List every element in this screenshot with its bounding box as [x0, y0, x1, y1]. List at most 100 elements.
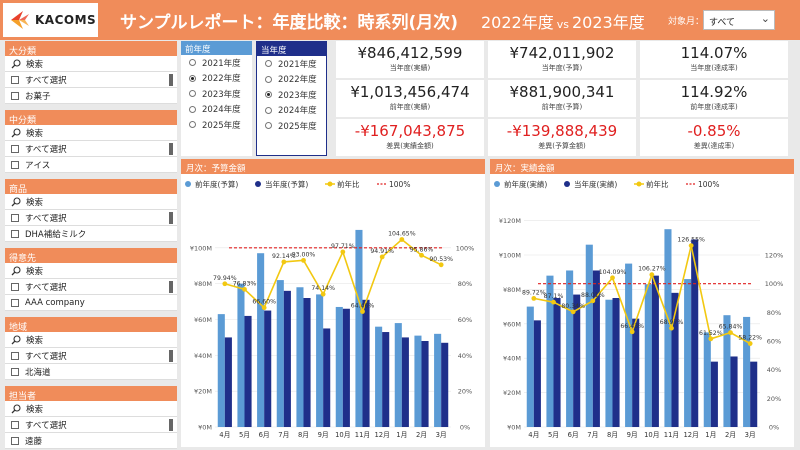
scrollbar[interactable] — [169, 143, 173, 155]
kpi-card: -¥139,888,439 差異(予算金額) — [488, 119, 636, 156]
x-tick-label: 6月 — [259, 431, 270, 439]
y-tick-label: ¥80M — [503, 286, 521, 294]
radio-icon[interactable] — [189, 74, 196, 82]
checkbox-icon[interactable] — [11, 367, 19, 376]
scrollbar[interactable] — [169, 350, 173, 362]
checkbox-icon[interactable] — [11, 213, 19, 222]
radio-icon[interactable] — [189, 90, 196, 98]
ratio-label: 64.46% — [351, 303, 375, 310]
checkbox-icon[interactable] — [11, 229, 19, 238]
ratio-point — [551, 299, 556, 305]
ratio-point — [629, 329, 635, 335]
slicer-item[interactable]: 遠藤 — [5, 433, 177, 449]
checkbox-icon[interactable] — [11, 282, 19, 291]
fy-option[interactable]: 2022年度 — [181, 71, 252, 87]
page-title: サンプルレポート：年度比較：時系列(月次) — [120, 13, 459, 33]
slicer-item[interactable]: 北海道 — [5, 364, 177, 380]
header-bar: KACOMS サンプルレポート：年度比較：時系列(月次) 2022年度 vs 202… — [0, 0, 800, 40]
bar-curr — [710, 361, 718, 427]
ratio-point — [340, 249, 346, 255]
scrollbar[interactable] — [169, 281, 173, 293]
kpi-label: 差異(達成率) — [693, 142, 735, 150]
ratio-label: 58.22% — [738, 335, 762, 342]
slicer-search[interactable]: 検索 — [5, 332, 177, 348]
slicer-search[interactable]: 検索 — [5, 401, 177, 417]
checkbox-icon[interactable] — [11, 160, 19, 169]
y-tick-label: ¥80M — [194, 280, 212, 288]
slicer-select-all[interactable]: すべて選択 — [5, 72, 177, 88]
fy-option[interactable]: 2021年度 — [257, 56, 326, 72]
slicer-item-label: AAA company — [25, 297, 85, 308]
slicer-select-all[interactable]: すべて選択 — [5, 417, 177, 433]
bar-prev — [217, 314, 225, 427]
radio-icon[interactable] — [265, 91, 272, 99]
fy-option[interactable]: 2022年度 — [257, 72, 326, 88]
fy-option[interactable]: 2025年度 — [257, 118, 326, 134]
slicer-item[interactable]: AAA company — [5, 295, 177, 311]
checkbox-icon[interactable] — [11, 351, 19, 360]
radio-icon[interactable] — [265, 75, 272, 83]
checkbox-icon[interactable] — [11, 298, 19, 307]
logo: KACOMS — [3, 3, 98, 37]
scrollbar[interactable] — [169, 74, 173, 86]
kpi-label: 当年度(達成率) — [690, 64, 738, 72]
scrollbar[interactable] — [169, 212, 173, 224]
fy-option[interactable]: 2023年度 — [181, 86, 252, 102]
x-tick-label: 12月 — [374, 431, 389, 439]
slicer-search[interactable]: 検索 — [5, 194, 177, 210]
radio-icon[interactable] — [189, 105, 196, 113]
radio-icon[interactable] — [189, 59, 196, 67]
checkbox-icon[interactable] — [11, 436, 19, 445]
checkbox-icon[interactable] — [11, 91, 19, 100]
y-tick-label: ¥20M — [194, 388, 212, 396]
x-tick-label: 5月 — [239, 431, 250, 439]
kpi-label: 前年度(予算) — [541, 103, 583, 111]
slicer-select-all[interactable]: すべて選択 — [5, 279, 177, 295]
y2-tick-label: 40% — [767, 366, 781, 374]
y2-tick-label: 60% — [767, 338, 781, 346]
bar-prev — [394, 323, 402, 427]
ratio-point — [281, 259, 287, 265]
ratio-label: 94.91% — [370, 248, 394, 255]
slicer-item[interactable]: お菓子 — [5, 88, 177, 104]
y2-tick-label: 100% — [456, 244, 475, 252]
radio-icon[interactable] — [265, 106, 272, 114]
slicer-search-text: 検索 — [26, 404, 44, 415]
fy-option[interactable]: 2024年度 — [181, 102, 252, 118]
x-tick-label: 1月 — [396, 431, 407, 439]
fy-option[interactable]: 2021年度 — [181, 55, 252, 71]
fy-option[interactable]: 2025年度 — [181, 117, 252, 133]
slicer-select-all[interactable]: すべて選択 — [5, 141, 177, 157]
checkbox-icon[interactable] — [11, 75, 19, 84]
kpi-card: -¥167,043,875 差異(実績金額) — [336, 119, 484, 156]
bar-curr — [573, 294, 581, 427]
slicer-item[interactable]: アイス — [5, 157, 177, 173]
ratio-point — [438, 262, 444, 268]
slicer-item[interactable]: DHA補給ミルク — [5, 226, 177, 242]
slicer-select-all[interactable]: すべて選択 — [5, 210, 177, 226]
month-filter-dropdown[interactable]: すべて ⌄ — [703, 10, 775, 30]
checkbox-icon[interactable] — [11, 420, 19, 429]
slicer-search[interactable]: 検索 — [5, 125, 177, 141]
checkbox-icon[interactable] — [11, 144, 19, 153]
scrollbar[interactable] — [169, 419, 173, 431]
fy-option[interactable]: 2024年度 — [257, 103, 326, 119]
slicer-search[interactable]: 検索 — [5, 263, 177, 279]
y2-tick-label: 80% — [767, 309, 781, 317]
y2-tick-label: 0% — [769, 424, 779, 432]
slicer-4: 地域 検索 すべて選択 北海道 — [5, 317, 177, 380]
kpi-value: ¥846,412,599 — [357, 44, 463, 62]
radio-icon[interactable] — [189, 121, 196, 129]
bar-curr — [421, 341, 429, 427]
ratio-label: 80.34% — [561, 303, 585, 310]
radio-icon[interactable] — [265, 60, 272, 68]
ratio-point — [688, 243, 694, 249]
chevron-down-icon: ⌄ — [760, 12, 770, 25]
fy-option[interactable]: 2023年度 — [257, 87, 326, 103]
y-tick-label: ¥40M — [194, 352, 212, 360]
legend-label: 当年度(実績) — [574, 179, 617, 189]
slicer-search[interactable]: 検索 — [5, 56, 177, 72]
slicer-select-all[interactable]: すべて選択 — [5, 348, 177, 364]
radio-icon[interactable] — [265, 122, 272, 130]
x-tick-label: 9月 — [627, 431, 638, 439]
